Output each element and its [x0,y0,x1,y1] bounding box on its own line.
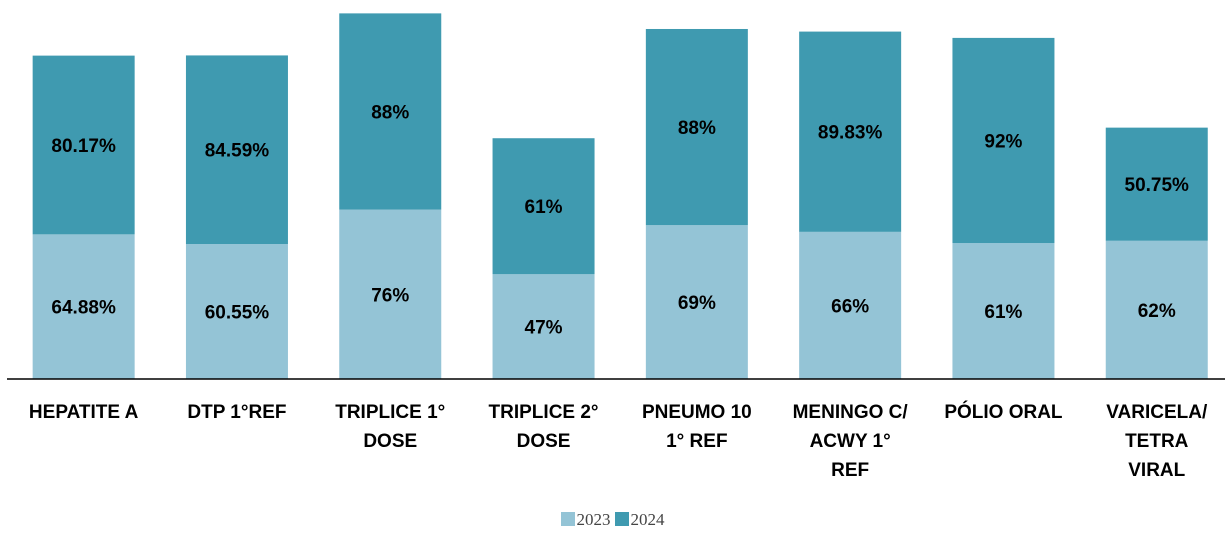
bar-segment [952,243,1055,379]
x-tick-label: DTP 1°REF [187,402,287,423]
data-label: 92% [984,131,1022,152]
bar-segment [185,244,288,379]
data-label: 61% [525,197,563,218]
bar-segment [1105,240,1208,379]
x-tick-label: PÓLIO ORAL [944,402,1063,423]
bar-segment [492,138,595,275]
legend-label: 2024 [630,510,665,529]
bar-segment [492,274,595,379]
bar-segment [339,209,442,379]
legend-swatch [614,512,629,526]
bar-segment [339,13,442,210]
x-tick-label: VARICELA/ TETRA VIRAL [1106,402,1208,481]
bar-segment [1105,127,1208,241]
x-tick-label: PNEUMO 10 1° REF [641,402,752,452]
legend: 2023 2024 [0,510,1225,530]
bar-segment [952,37,1055,244]
legend-item: 2023 [560,510,611,529]
data-label: 66% [831,296,869,317]
x-tick-label: TRIPLICE 2° DOSE [488,402,599,452]
bar-segment [32,234,135,379]
bar-segment [32,55,135,235]
legend-swatch [560,512,575,526]
data-label: 89.83% [818,123,883,144]
bar-segment [799,231,902,379]
x-tick-label: HEPATITE A [28,402,139,423]
data-label: 50.75% [1125,175,1190,196]
data-label: 84.59% [205,141,270,162]
bar-segment [645,28,748,226]
bar-segment [799,31,902,232]
x-tick-label: MENINGO C/ ACWY 1° REF [792,402,908,481]
legend-item: 2024 [614,510,665,529]
data-label: 76% [371,285,409,306]
data-label: 88% [371,102,409,123]
bar-segment [645,225,748,379]
data-label: 47% [525,318,563,339]
bar-segment [185,55,288,245]
data-label: 61% [984,302,1022,323]
x-tick-label: TRIPLICE 1° DOSE [335,402,446,452]
data-label: 64.88% [51,298,116,319]
data-label: 88% [678,118,716,139]
data-label: 60.55% [205,303,270,324]
legend-label: 2023 [576,510,611,529]
data-label: 69% [678,293,716,314]
data-label: 80.17% [51,136,116,157]
data-label: 62% [1138,301,1176,322]
